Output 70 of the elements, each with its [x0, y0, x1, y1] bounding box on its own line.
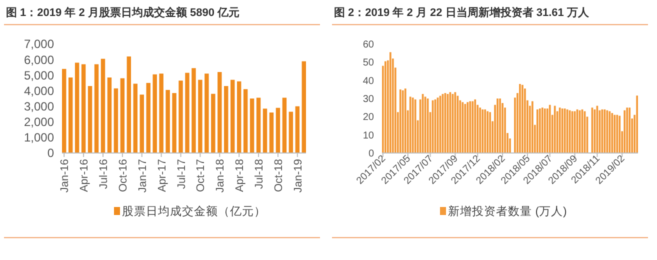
x-tick-label: Apr-16 — [78, 159, 91, 192]
bar — [256, 98, 261, 153]
x-tick-label: Apr-18 — [234, 159, 246, 192]
bar — [120, 78, 125, 153]
x-tick-label: Oct-18 — [272, 159, 285, 192]
y-tick-label: 50 — [362, 58, 374, 69]
bar — [100, 58, 106, 153]
y-tick-label: 40 — [362, 76, 374, 87]
x-tick-label: Jul-18 — [254, 159, 266, 189]
bar — [236, 81, 242, 153]
bar — [81, 64, 86, 153]
chart-title: 图 2：2019 年 2 月 22 日当周新增投资者 31.61 万人 — [334, 6, 590, 19]
bar — [288, 112, 294, 153]
bar — [250, 98, 254, 153]
y-tick-label: 4,000 — [24, 84, 54, 98]
bar — [262, 108, 268, 153]
x-tick-label: Jan-18 — [214, 159, 227, 193]
y-tick-label: 6,000 — [24, 52, 54, 67]
bar — [166, 90, 170, 153]
x-tick-label: Jul-17 — [176, 159, 188, 189]
y-tick-label: 0 — [47, 146, 54, 160]
bar — [62, 68, 66, 153]
y-tick-label: 5,000 — [24, 68, 54, 82]
bar — [192, 68, 196, 153]
bar — [74, 62, 80, 153]
bar — [198, 80, 202, 153]
y-tick-label: 20 — [362, 112, 374, 124]
legend-label: 股票日均成交金额（亿元） — [122, 204, 266, 218]
bar — [282, 98, 287, 153]
bar — [94, 64, 99, 153]
x-tick-label: Jan-19 — [292, 159, 304, 193]
bar — [230, 80, 235, 153]
bar — [152, 74, 157, 153]
x-tick-label: Apr-17 — [156, 159, 168, 192]
legend-label: 新增投资者数量 (万人) — [448, 204, 568, 218]
y-tick-label: 3,000 — [24, 99, 54, 114]
y-tick-label: 7,000 — [24, 37, 54, 52]
bar — [159, 74, 164, 153]
bar — [211, 94, 216, 153]
bar — [204, 74, 209, 153]
bar — [88, 86, 92, 153]
y-tick-label: 0 — [368, 148, 374, 160]
bar — [178, 80, 183, 153]
bar — [243, 89, 248, 153]
bar — [126, 56, 132, 153]
x-tick-label: Oct-16 — [117, 159, 130, 192]
chart-title: 图 1：2019 年 2 月股票日均成交金额 5890 亿元 — [6, 6, 240, 19]
bar — [276, 108, 280, 153]
y-tick-label: 2,000 — [24, 115, 54, 130]
x-tick-label: Oct-17 — [195, 159, 208, 192]
y-tick-label: 60 — [362, 40, 374, 50]
bar — [140, 94, 144, 153]
bar — [172, 93, 176, 153]
x-tick-label: Jul-16 — [98, 159, 110, 189]
bar — [114, 88, 118, 153]
bar — [218, 72, 222, 153]
bar — [68, 77, 73, 153]
bar — [146, 82, 150, 153]
bar — [133, 84, 138, 153]
bar — [302, 61, 306, 153]
bar — [185, 72, 190, 153]
bar — [269, 112, 274, 153]
x-tick-label: Jan-17 — [136, 159, 149, 193]
x-tick-label: Jan-16 — [59, 159, 72, 193]
y-tick-label: 1,000 — [24, 130, 54, 145]
y-tick-label: 30 — [362, 94, 374, 105]
bar — [107, 77, 112, 153]
bar — [295, 106, 300, 153]
y-tick-label: 10 — [362, 130, 374, 142]
bar — [224, 86, 228, 153]
